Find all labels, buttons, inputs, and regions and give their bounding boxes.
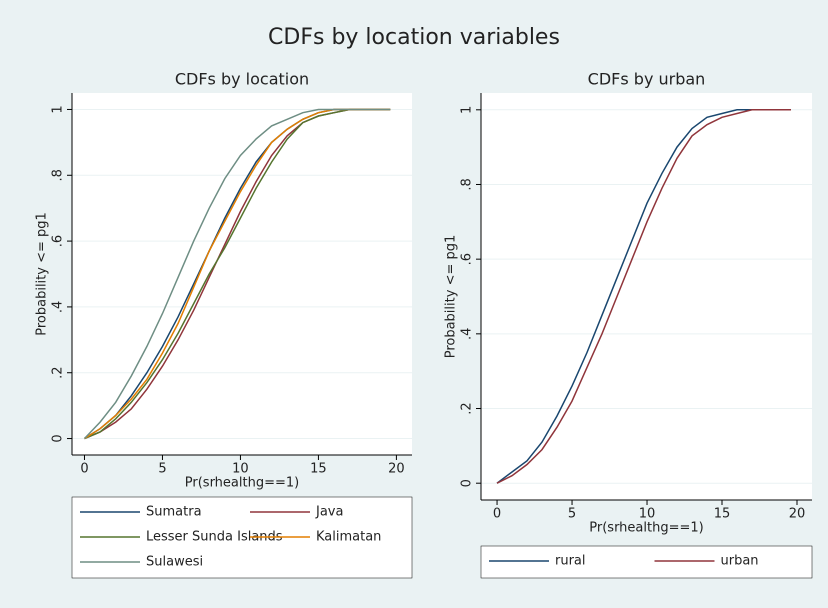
- legend-label: Java: [315, 505, 343, 520]
- x-tick-label: 20: [388, 462, 405, 477]
- x-axis-label: Pr(srhealthg==1): [589, 521, 703, 536]
- legend-label: Lesser Sunda Islands: [146, 530, 283, 545]
- legend-label: Sulawesi: [146, 555, 203, 570]
- y-tick-label: .2: [460, 402, 475, 414]
- x-tick-label: 10: [639, 507, 656, 522]
- x-tick-label: 5: [568, 507, 576, 522]
- plot-area: [481, 93, 812, 500]
- y-tick-label: 0: [51, 434, 66, 442]
- legend-label: Kalimatan: [316, 530, 381, 545]
- x-tick-label: 20: [789, 507, 806, 522]
- figure-title: CDFs by location variables: [268, 25, 560, 50]
- legend-label: rural: [555, 554, 586, 569]
- y-tick-label: 1: [460, 106, 475, 114]
- cdf-line: [83, 108, 391, 440]
- cdf-line: [496, 109, 791, 484]
- legend-label: urban: [721, 554, 759, 569]
- x-tick-label: 15: [714, 507, 731, 522]
- chart-title: CDFs by urban: [588, 70, 706, 89]
- cdf-line: [496, 109, 791, 484]
- y-tick-label: .2: [51, 367, 66, 379]
- legend-label: Sumatra: [146, 505, 202, 520]
- legend-box: [480, 545, 813, 579]
- x-tick-label: 10: [232, 462, 249, 477]
- y-tick-label: .4: [460, 328, 475, 340]
- plot-area: [72, 93, 412, 455]
- x-tick-label: 5: [158, 462, 166, 477]
- y-tick-label: .8: [460, 178, 475, 190]
- y-tick-label: .6: [460, 253, 475, 265]
- y-tick-label: .8: [51, 169, 66, 181]
- x-tick-label: 15: [310, 462, 327, 477]
- x-axis-label: Pr(srhealthg==1): [185, 476, 299, 491]
- y-tick-label: 0: [460, 479, 475, 487]
- chart-title: CDFs by location: [175, 70, 309, 89]
- y-axis-label: Probability <= pg1: [35, 212, 50, 336]
- x-tick-label: 0: [80, 462, 88, 477]
- y-tick-label: .6: [51, 235, 66, 247]
- cdf-line: [84, 108, 391, 440]
- y-axis-label: Probability <= pg1: [444, 235, 459, 359]
- x-tick-label: 0: [493, 507, 501, 522]
- y-tick-label: .4: [51, 301, 66, 313]
- y-tick-label: 1: [51, 105, 66, 113]
